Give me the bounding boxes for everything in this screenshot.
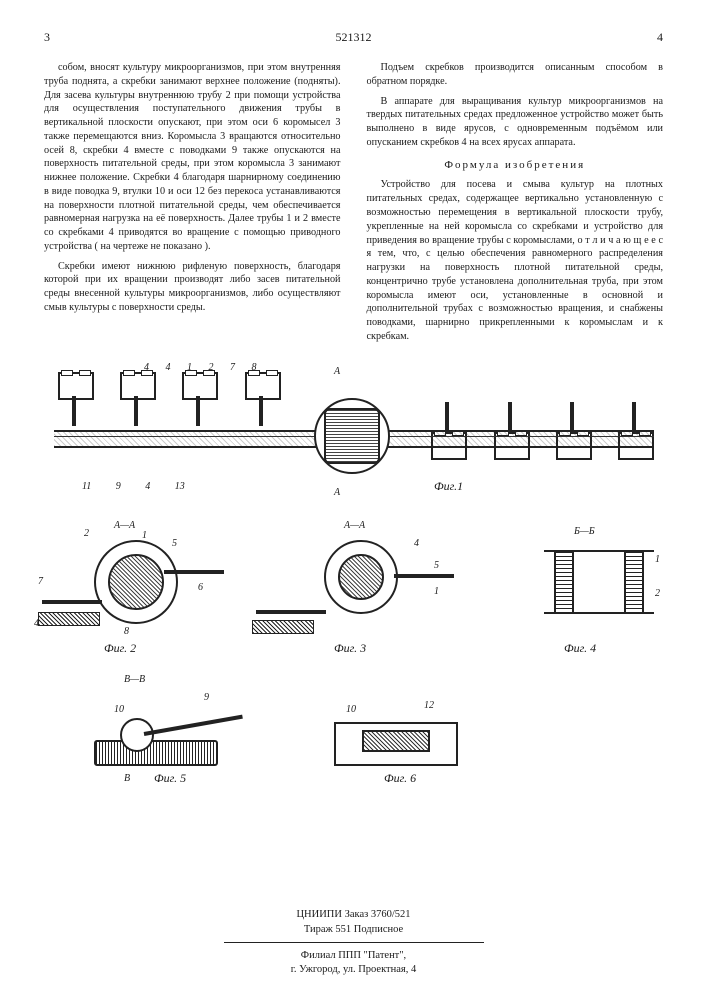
section-a-bot: A	[334, 487, 340, 498]
left-column: собом, вносят культуру микроорганизмов, …	[44, 61, 341, 350]
fig5-pad	[94, 740, 218, 766]
fig5-lever	[144, 714, 243, 735]
left-p1: собом, вносят культуру микроорганизмов, …	[44, 61, 341, 254]
patent-page: 3 4 521312 собом, вносят культуру микроо…	[0, 0, 707, 1000]
figures-area: 4 4 1 2 7 8 A A	[44, 370, 663, 800]
fig1-hub	[314, 398, 390, 474]
footer-l1: ЦНИИПИ Заказ 3760/521	[0, 908, 707, 923]
fig1: 4 4 1 2 7 8 A A	[44, 370, 664, 490]
text-columns: собом, вносят культуру микроорганизмов, …	[44, 61, 663, 350]
fig5-label: Фиг. 5	[154, 771, 186, 786]
footer-l2: Тираж 551 Подписное	[0, 923, 707, 938]
formula-title: Формула изобретения	[367, 158, 664, 173]
fig2-label: Фиг. 2	[104, 641, 136, 656]
footer-l4: г. Ужгород, ул. Проектная, 4	[0, 963, 707, 978]
fig4-label: Фиг. 4	[564, 641, 596, 656]
fig3-label: Фиг. 3	[334, 641, 366, 656]
fig1-label: Фиг.1	[434, 479, 463, 494]
fig4: Б—Б 1 2 Фиг. 4	[504, 530, 664, 650]
fig4-body	[544, 550, 654, 614]
footer: ЦНИИПИ Заказ 3760/521 Тираж 551 Подписно…	[0, 908, 707, 978]
footer-l3: Филиал ППП "Патент",	[0, 949, 707, 964]
page-num-left: 3	[44, 30, 50, 45]
left-p2: Скребки имеют нижнюю рифленую поверхност…	[44, 260, 341, 315]
fig3: А—А 4 5 1 Фиг. 3	[264, 530, 474, 650]
right-p1: Подъем скребков производится описанным с…	[367, 61, 664, 89]
section-a-top: A	[334, 366, 340, 377]
right-p3: Устройство для посева и смыва культур на…	[367, 178, 664, 343]
fig5: 10 9 B В—В Фиг. 5	[74, 670, 274, 780]
fig6: 10 12 Фиг. 6	[304, 670, 504, 780]
right-p2: В аппарате для выращивания культур микро…	[367, 95, 664, 150]
fig3-body	[324, 540, 398, 614]
fig1-bottom-numbers: 11 9 4 13	[82, 481, 207, 492]
fig6-body	[334, 722, 458, 766]
right-column: Подъем скребков производится описанным с…	[367, 61, 664, 350]
fig6-label: Фиг. 6	[384, 771, 416, 786]
fig2: А—А 2 1 7 5 4 6 8 Фиг. 2	[44, 530, 244, 650]
fig2-body	[94, 540, 178, 624]
patent-number: 521312	[336, 30, 372, 45]
page-num-right: 4	[657, 30, 663, 45]
